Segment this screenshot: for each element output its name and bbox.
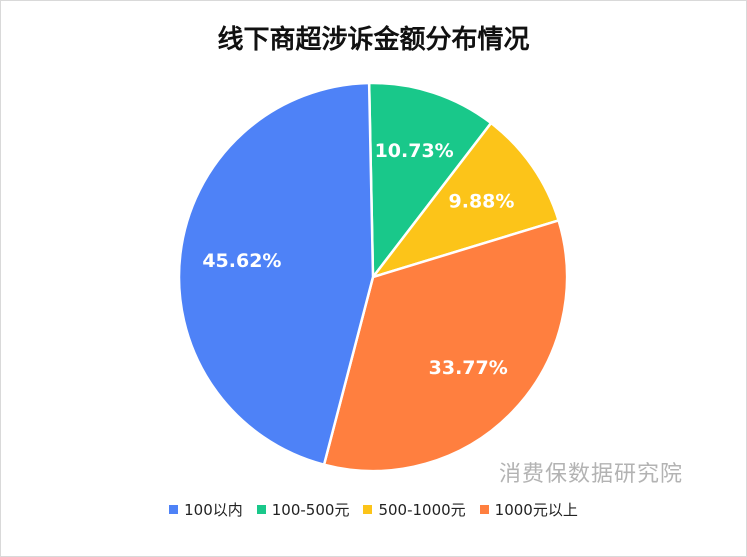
legend-swatch (169, 505, 179, 514)
slice-under-100 (177, 81, 375, 466)
legend-swatch (256, 505, 266, 514)
legend-label: 500-1000元 (378, 501, 466, 519)
legend-item-over-1000: 1000元以上 (479, 499, 578, 520)
legend-label: 100-500元 (271, 501, 350, 519)
slice-label-over-1000: 33.77% (429, 357, 508, 379)
slice-label-100-500: 10.73% (375, 140, 454, 162)
watermark-text: 消费保数据研究院 (499, 462, 684, 487)
slice-500-1000 (371, 121, 560, 279)
legend-item-under-100: 100以内 (169, 499, 243, 520)
legend-item-500-1000: 500-1000元 (363, 499, 466, 520)
legend-label: 100以内 (184, 501, 243, 519)
legend: 100以内 100-500元 500-1000元 1000元以上 (1, 499, 746, 520)
legend-swatch (479, 505, 489, 514)
slice-label-under-100: 45.62% (202, 250, 281, 272)
legend-swatch (363, 505, 373, 514)
legend-label: 1000元以上 (494, 501, 578, 519)
slice-label-500-1000: 9.88% (449, 190, 515, 212)
slice-100-500 (367, 81, 493, 279)
slice-over-1000 (322, 219, 569, 473)
chart-title: 线下商超涉诉金额分布情况 (217, 25, 530, 55)
legend-item-100-500: 100-500元 (256, 499, 350, 520)
